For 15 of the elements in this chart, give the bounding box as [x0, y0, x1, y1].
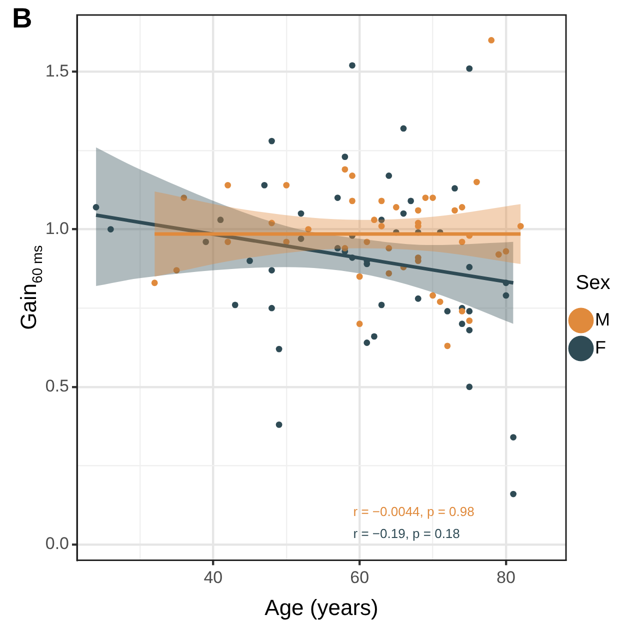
chart-title: B: [12, 2, 32, 34]
x-tick-label: 60: [350, 568, 370, 588]
y-tick-label: 1.0: [45, 218, 69, 238]
y-tick-label: 0.5: [45, 376, 69, 396]
legend-label: M: [595, 309, 610, 330]
annotation: r = −0.0044, p = 0.98: [353, 504, 474, 519]
y-tick-label: 1.5: [45, 61, 69, 80]
x-axis-title: Age (years): [264, 594, 378, 620]
legend-label: F: [595, 337, 606, 358]
annotation: r = −0.19, p = 0.18: [353, 526, 460, 541]
y-tick-label: 0.0: [45, 534, 69, 554]
x-tick-label: 80: [496, 568, 516, 588]
x-tick-label: 40: [204, 568, 223, 588]
legend-title: Sex: [576, 272, 610, 294]
y-axis-title: Gain60 ms: [16, 245, 45, 330]
